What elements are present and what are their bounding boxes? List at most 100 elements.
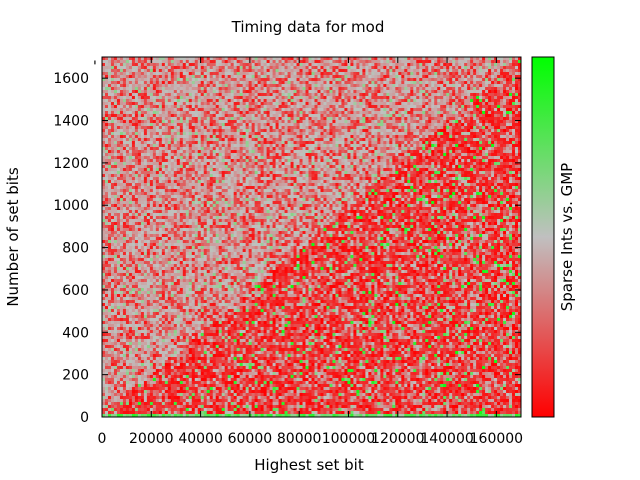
heatmap-cell xyxy=(329,150,333,154)
heatmap-cell xyxy=(482,123,486,127)
heatmap-cell xyxy=(464,87,468,91)
heatmap-cell xyxy=(506,141,510,145)
heatmap-cell xyxy=(239,108,244,112)
heatmap-cell xyxy=(116,153,121,157)
heatmap-cell xyxy=(356,135,360,139)
heatmap-cell xyxy=(440,93,444,97)
heatmap-cell xyxy=(251,129,256,133)
heatmap-cell xyxy=(446,141,450,145)
heatmap-cell xyxy=(194,144,199,148)
heatmap-cell xyxy=(371,138,375,142)
heatmap-cell xyxy=(446,93,450,97)
heatmap-cell xyxy=(317,105,321,109)
heatmap-cell xyxy=(464,105,468,109)
heatmap-cell xyxy=(164,72,169,76)
heatmap-cell xyxy=(452,84,456,88)
heatmap-cell xyxy=(470,93,474,97)
heatmap-cell xyxy=(503,84,507,88)
heatmap-cell xyxy=(395,90,399,94)
heatmap-cell xyxy=(356,147,360,151)
heatmap-cell xyxy=(161,162,166,166)
heatmap-cell xyxy=(440,135,444,139)
heatmap-cell xyxy=(392,93,396,97)
heatmap-cell xyxy=(464,78,468,82)
heatmap-cell xyxy=(353,117,357,121)
heatmap-cell xyxy=(515,60,519,64)
heatmap-cell xyxy=(341,81,345,85)
heatmap-cell xyxy=(179,96,184,100)
heatmap-cell xyxy=(230,162,235,166)
heatmap-cell xyxy=(317,120,321,124)
heatmap-cell xyxy=(161,84,166,88)
heatmap-cell xyxy=(302,132,306,136)
heatmap-cell xyxy=(416,111,420,115)
heatmap-cell xyxy=(488,78,492,82)
heatmap-cell xyxy=(374,159,378,163)
heatmap-cell xyxy=(287,147,291,151)
heatmap-cell xyxy=(425,66,429,70)
heatmap-cell xyxy=(146,126,151,130)
heatmap-cell xyxy=(455,153,459,157)
heatmap-cell xyxy=(296,111,300,115)
heatmap-cell xyxy=(200,156,205,160)
heatmap-cell xyxy=(311,141,315,145)
heatmap-cell xyxy=(275,105,279,109)
heatmap-cell xyxy=(503,153,507,157)
heatmap-cell xyxy=(395,135,399,139)
heatmap-cell xyxy=(275,81,279,85)
heatmap-cell xyxy=(503,117,507,121)
heatmap-cell xyxy=(338,108,342,112)
heatmap-cell xyxy=(368,111,372,115)
heatmap-cell xyxy=(191,123,196,127)
heatmap-cell xyxy=(293,63,297,67)
heatmap-cell xyxy=(335,132,339,136)
heatmap-cell xyxy=(236,87,241,91)
heatmap-cell xyxy=(263,123,267,127)
heatmap-cell xyxy=(281,120,285,124)
heatmap-cell xyxy=(374,156,378,160)
heatmap-cell xyxy=(218,144,223,148)
heatmap-cell xyxy=(356,99,360,103)
heatmap-cell xyxy=(281,72,285,76)
heatmap-cell xyxy=(122,123,127,127)
heatmap-cell xyxy=(362,114,366,118)
heatmap-cell xyxy=(212,78,217,82)
heatmap-cell xyxy=(470,135,474,139)
heatmap-cell xyxy=(518,96,522,100)
heatmap-cell xyxy=(311,159,315,163)
heatmap-cell xyxy=(413,75,417,79)
heatmap-cell xyxy=(425,150,429,154)
heatmap-cell xyxy=(182,150,187,154)
heatmap-cell xyxy=(128,123,133,127)
heatmap-cell xyxy=(494,102,498,106)
heatmap-cell xyxy=(413,129,417,133)
heatmap-cell xyxy=(149,156,154,160)
heatmap-cell xyxy=(482,81,486,85)
heatmap-cell xyxy=(206,108,211,112)
heatmap-cell xyxy=(416,96,420,100)
heatmap-cell xyxy=(116,75,121,79)
heatmap-cell xyxy=(290,114,294,118)
heatmap-cell xyxy=(152,129,157,133)
heatmap-cell xyxy=(176,153,181,157)
heatmap-cell xyxy=(209,60,214,64)
heatmap-cell xyxy=(320,117,324,121)
heatmap-cell xyxy=(317,57,321,61)
heatmap-cell xyxy=(455,141,459,145)
heatmap-cell xyxy=(362,153,366,157)
heatmap-cell xyxy=(413,135,417,139)
heatmap-cell xyxy=(437,69,441,73)
heatmap-cell xyxy=(449,57,453,61)
heatmap-cell xyxy=(491,156,495,160)
heatmap-cell xyxy=(134,126,139,130)
heatmap-cell xyxy=(245,105,250,109)
heatmap-cell xyxy=(155,144,160,148)
heatmap-cell xyxy=(302,135,306,139)
heatmap-cell xyxy=(323,60,327,64)
heatmap-cell xyxy=(200,84,205,88)
heatmap-cell xyxy=(404,141,408,145)
heatmap-cell xyxy=(500,96,504,100)
heatmap-cell xyxy=(428,63,432,67)
heatmap-cell xyxy=(203,159,208,163)
heatmap-cell xyxy=(389,84,393,88)
